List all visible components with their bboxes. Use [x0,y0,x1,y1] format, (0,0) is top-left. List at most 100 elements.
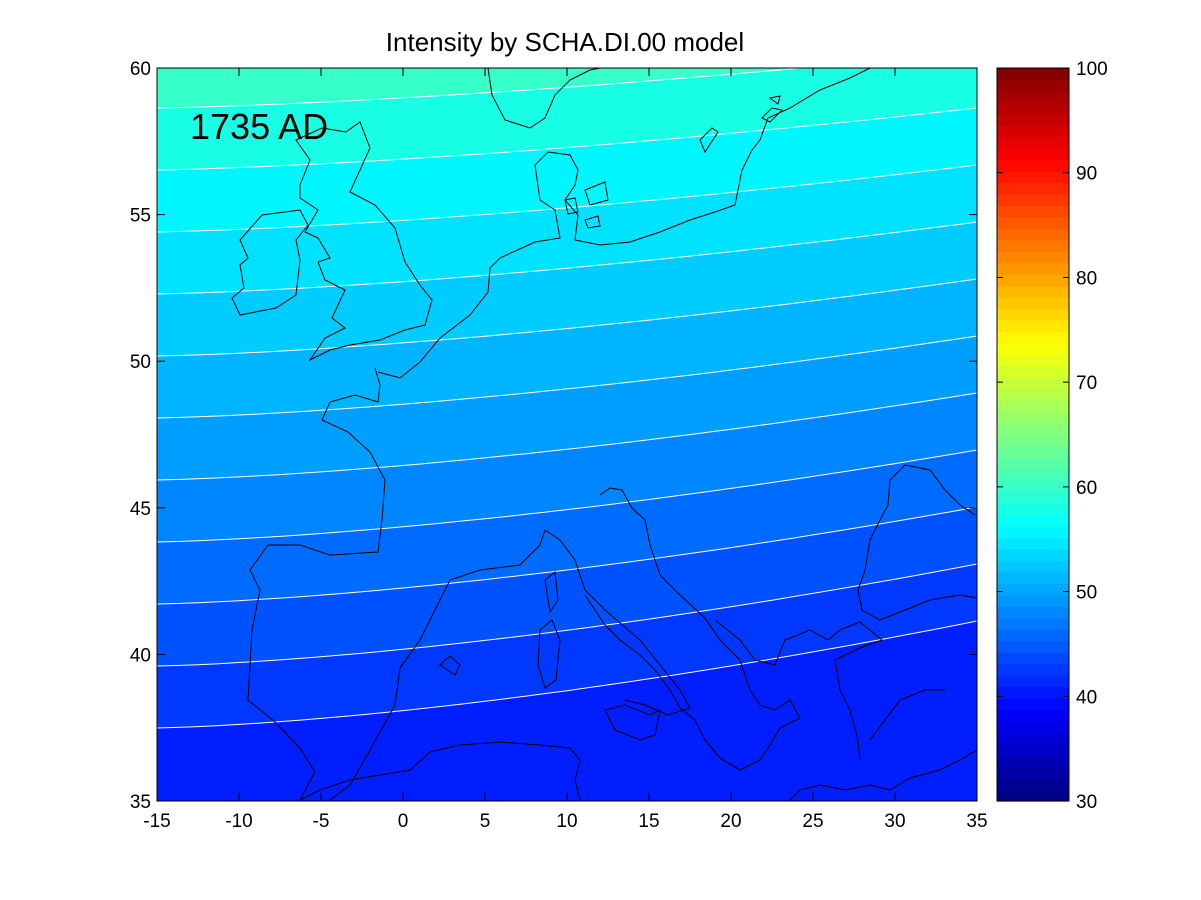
colorbar-swatch [997,285,1069,298]
map-plot-area [157,68,977,801]
colorbar-swatch [997,491,1069,504]
colorbar-swatch [997,239,1069,252]
x-tick-label: 0 [398,811,409,832]
contour-line [157,620,977,729]
colorbar-swatch [997,583,1069,596]
contour-band-46 [157,336,977,480]
colorbar-swatch [997,514,1069,527]
colorbar-swatch [997,205,1069,218]
colorbar-swatch [997,68,1069,81]
colorbar-tick-label: 100 [1076,59,1108,80]
colorbar-tick-labels: 100 90 80 70 60 50 40 30 [1076,59,1108,813]
coastline-danish-isles [564,181,609,229]
colorbar-swatch [997,640,1069,653]
colorbar-swatch [997,766,1069,779]
colorbar-swatch [997,216,1069,229]
coastline-sicily [604,704,661,741]
colorbar-swatch [997,113,1069,126]
coastlines [231,68,977,801]
contour-band-56 [157,68,977,170]
colorbar-swatch [997,331,1069,344]
colorbar-swatch [997,90,1069,103]
contour-band-50 [157,222,977,356]
colorbar-swatch [997,503,1069,516]
coastline-sardinia [537,619,561,689]
x-tick-label: 15 [638,811,659,832]
colorbar-swatch [997,262,1069,275]
colorbar-swatch [997,732,1069,745]
contour-line [157,335,977,419]
colorbar-swatch [997,549,1069,562]
colorbar-swatch [997,709,1069,722]
contour-band-42 [157,450,977,604]
colorbar-swatch [997,342,1069,355]
x-tick-label: 10 [556,811,577,832]
coastline-scandinavia [487,68,601,129]
colorbar-swatch [997,434,1069,447]
colorbar-swatch [997,617,1069,630]
colorbar-swatch [997,663,1069,676]
contour-band-48 [157,279,977,418]
colorbar-swatch [997,274,1069,287]
y-tick-label: 60 [130,59,151,80]
coastline-ireland [231,209,309,316]
colorbar-tick-label: 60 [1076,478,1097,499]
year-annotation: 1735 AD [190,106,328,147]
colorbar-swatch [997,125,1069,138]
y-tick-label: 45 [130,499,151,520]
colorbar-swatch [997,457,1069,470]
colorbar-swatch [997,365,1069,378]
colorbar-swatch [997,537,1069,550]
x-tick-label: -15 [143,811,170,832]
colorbar-swatch [997,102,1069,115]
colorbar-swatch [997,686,1069,699]
colorbar-swatch [997,388,1069,401]
coastline-great-britain [295,121,433,362]
x-tick-label: -10 [225,811,252,832]
colorbar-swatch [997,629,1069,642]
coastline-north-africa [299,741,977,801]
coastline-balkans [714,619,945,761]
colorbar-swatch [997,526,1069,539]
colorbar-swatch [997,148,1069,161]
colorbar-swatch [997,182,1069,195]
colorbar-swatch [997,606,1069,619]
coastline-france-iberia [247,367,691,801]
colorbar-swatch [997,297,1069,310]
colorbar-swatch [997,445,1069,458]
coastline-corsica [544,571,559,614]
contour-line [157,221,977,295]
x-tick-label: 30 [884,811,905,832]
colorbar-swatch [997,468,1069,481]
x-axis-tick-labels: -15 -10 -5 0 5 10 15 20 25 30 35 [143,811,987,832]
chart-title: Intensity by SCHA.DI.00 model [386,27,744,57]
contour-band-36 [157,621,977,801]
colorbar-swatch [997,423,1069,436]
x-tick-label: 35 [966,811,987,832]
colorbar-swatch [997,594,1069,607]
colorbar-ticks [997,67,1069,802]
colorbar-tick-label: 70 [1076,373,1097,394]
colorbar-tick-label: 40 [1076,687,1097,708]
intensity-contour-bands [157,68,977,801]
coastline-black-sea [857,464,977,621]
colorbar-swatch [997,308,1069,321]
colorbar-swatch [997,778,1069,791]
colorbar-swatch [997,652,1069,665]
colorbar-tick-label: 80 [1076,268,1097,289]
axis-ticks [156,67,978,802]
colorbar-tick-label: 50 [1076,583,1097,604]
contour-band-54 [157,108,977,232]
colorbar-swatch [997,319,1069,333]
contour-line [157,449,977,543]
y-tick-label: 55 [130,206,151,227]
y-axis-tick-labels: 60 55 50 45 40 35 [130,59,151,813]
x-tick-label: 20 [720,811,741,832]
x-tick-label: 25 [802,811,823,832]
colorbar-swatch [997,136,1069,149]
colorbar-swatch [997,354,1069,367]
colorbar-tick-label: 30 [1076,792,1097,813]
colorbar-swatch [997,755,1069,768]
colorbar-swatch [997,560,1069,573]
